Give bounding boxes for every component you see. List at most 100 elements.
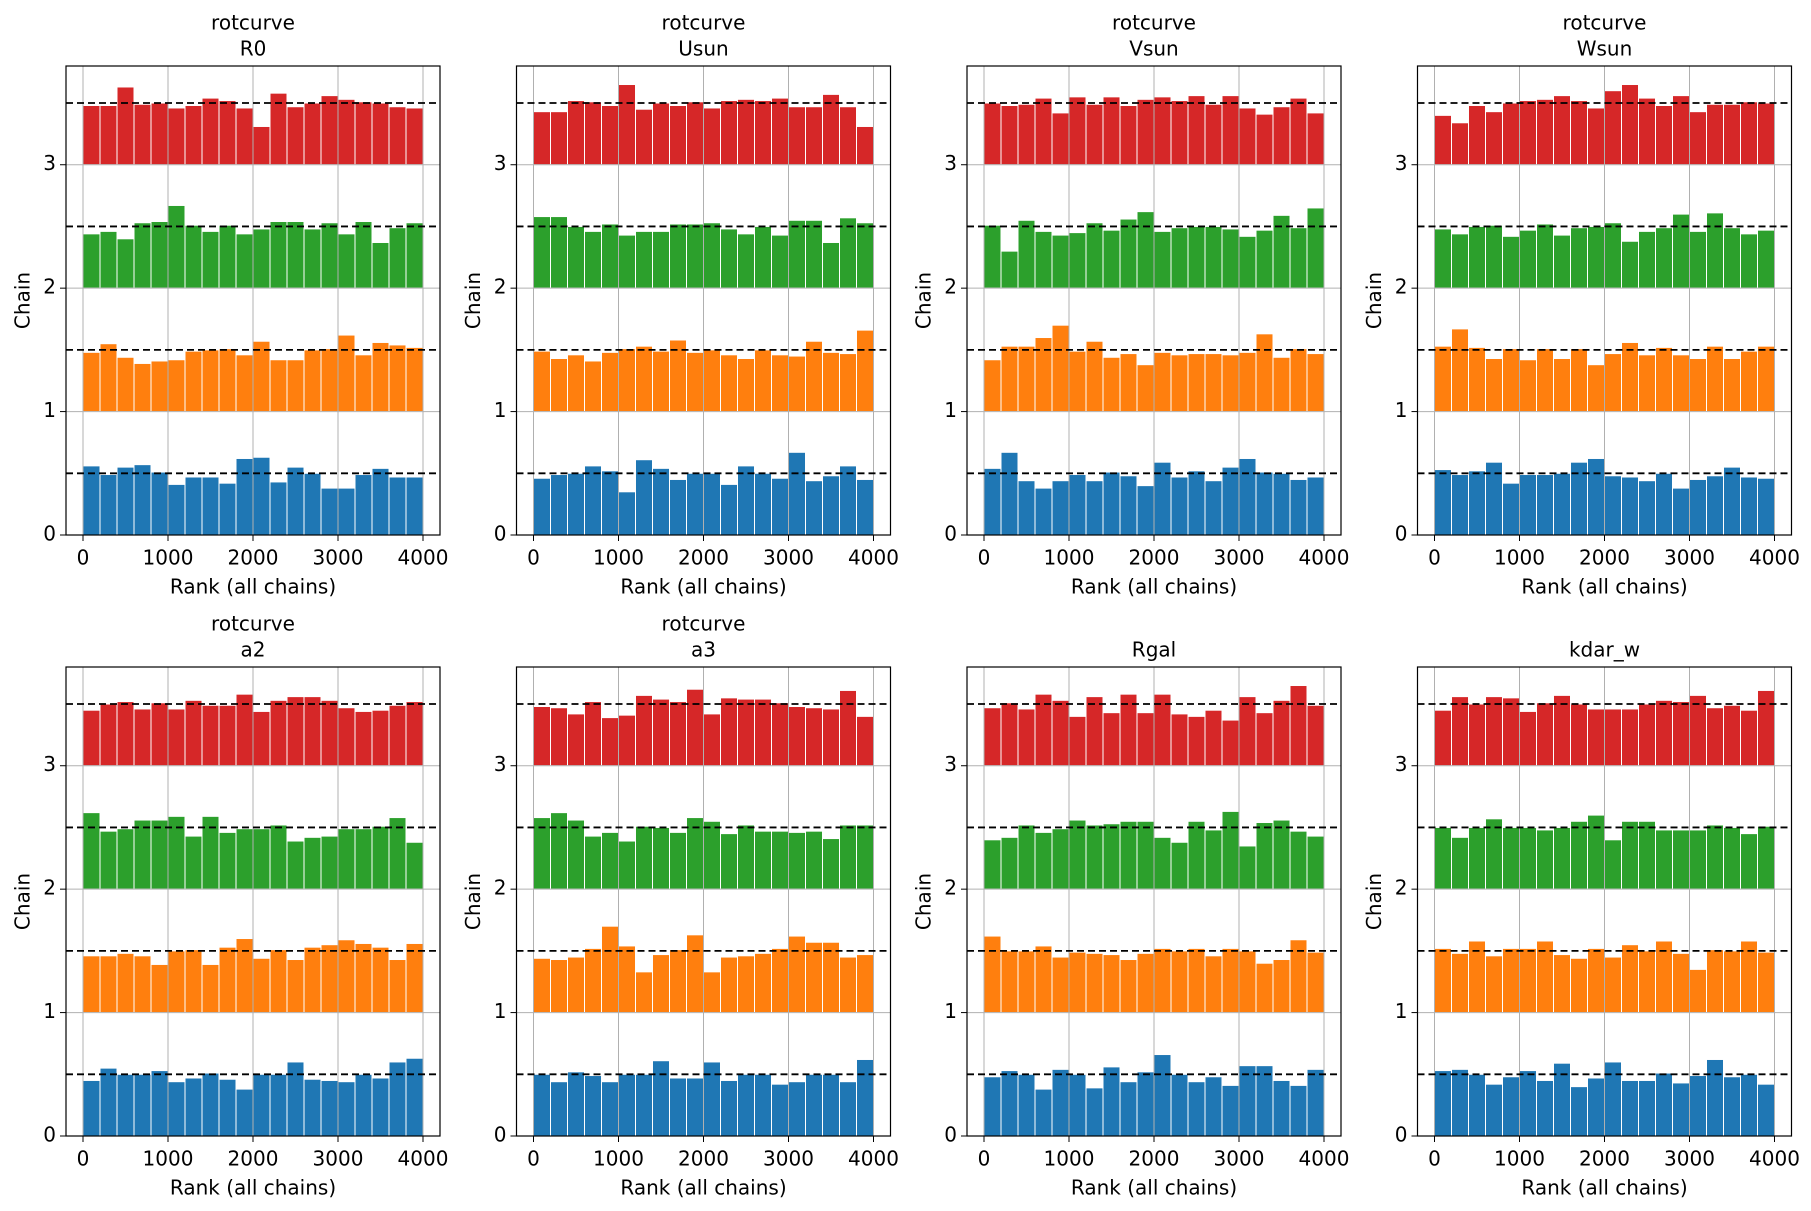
- bar: [150, 360, 169, 413]
- x-axis-label: Rank (all chains): [170, 1176, 336, 1200]
- bar: [1519, 710, 1537, 767]
- bar: [601, 1081, 619, 1137]
- bar: [133, 955, 152, 1014]
- bar: [1187, 353, 1206, 413]
- bar: [116, 952, 135, 1014]
- y-tick-label: 1: [494, 398, 507, 422]
- bar: [1570, 703, 1588, 767]
- bar: [1221, 1084, 1240, 1137]
- y-axis-label: Chain: [11, 272, 35, 329]
- bar: [856, 954, 874, 1014]
- bar: [1655, 346, 1673, 413]
- x-tick-label: 0: [1428, 1147, 1441, 1171]
- bar: [1672, 354, 1690, 413]
- y-tick-label: 3: [944, 151, 957, 175]
- bar: [388, 476, 407, 536]
- subplot: 0 1000 2000 3000 4000 0 1 2 3 kdar_w Rank (all cha…: [1362, 638, 1800, 1200]
- x-axis-label: Rank (all chains): [620, 1176, 786, 1200]
- bar: [1655, 829, 1673, 890]
- bar: [983, 935, 1002, 1014]
- bar: [652, 350, 670, 413]
- bar: [1238, 1065, 1257, 1137]
- bar: [1119, 1081, 1138, 1137]
- bar: [720, 956, 738, 1014]
- bar: [1689, 1075, 1707, 1137]
- bar: [1204, 955, 1223, 1014]
- bar: [1187, 225, 1206, 289]
- bar: [1451, 474, 1469, 536]
- bar: [82, 104, 101, 166]
- bar: [1519, 826, 1537, 890]
- bar: [1706, 475, 1724, 536]
- bar: [1468, 703, 1486, 767]
- bar: [1553, 694, 1571, 767]
- bar: [1706, 824, 1724, 890]
- x-tick-label: 1000: [593, 1147, 644, 1171]
- bar: [1519, 100, 1537, 166]
- bar: [1604, 475, 1622, 536]
- bar: [584, 230, 602, 289]
- bar: [1451, 233, 1469, 289]
- bar: [1485, 224, 1503, 289]
- y-axis-label: Chain: [912, 873, 936, 930]
- bar: [983, 707, 1002, 767]
- bar: [1221, 228, 1240, 289]
- bar: [1102, 471, 1121, 536]
- bar: [618, 84, 636, 166]
- bar: [286, 106, 305, 166]
- y-axis-label: Chain: [912, 272, 936, 329]
- y-tick-label: 3: [1395, 151, 1408, 175]
- bar: [337, 707, 356, 767]
- bar: [771, 354, 789, 413]
- x-axis-label: Rank (all chains): [1521, 575, 1687, 599]
- y-tick-label: 0: [43, 522, 56, 546]
- bar: [1136, 485, 1155, 536]
- bar: [737, 358, 755, 413]
- bar: [1170, 1073, 1189, 1137]
- bar: [1451, 836, 1469, 890]
- bar: [720, 100, 738, 166]
- bar: [601, 223, 619, 289]
- x-tick-label: 2000: [1579, 546, 1630, 570]
- axes-frame: [65, 65, 441, 536]
- bar: [320, 944, 339, 1014]
- bar: [1119, 353, 1138, 413]
- bar: [337, 828, 356, 890]
- bar: [1655, 1072, 1673, 1137]
- bar: [686, 101, 704, 166]
- bar: [533, 705, 551, 767]
- bar: [1434, 469, 1452, 536]
- bar: [856, 478, 874, 536]
- bar: [99, 343, 118, 413]
- bar: [686, 351, 704, 413]
- bar: [533, 111, 551, 166]
- bar: [584, 465, 602, 536]
- bar: [99, 230, 118, 289]
- bar: [635, 230, 653, 289]
- bar: [1187, 715, 1206, 767]
- bar: [1000, 950, 1019, 1014]
- bar: [235, 828, 254, 890]
- axes-frame: [515, 65, 892, 536]
- bar: [286, 221, 305, 289]
- bar: [337, 487, 356, 536]
- y-axis-label: Chain: [1362, 272, 1386, 329]
- bar: [1451, 1068, 1469, 1137]
- chart-title: rotcurve: [211, 11, 295, 35]
- bar: [839, 465, 857, 536]
- bar: [1221, 95, 1240, 166]
- bar: [737, 233, 755, 289]
- x-tick-label: 0: [527, 1147, 540, 1171]
- bar: [1136, 1071, 1155, 1137]
- bar: [754, 349, 772, 413]
- bar: [1204, 353, 1223, 413]
- bar: [1170, 841, 1189, 890]
- bar: [822, 93, 840, 166]
- y-tick-label: 0: [1395, 522, 1408, 546]
- bar: [720, 1079, 738, 1137]
- bar: [1034, 1088, 1053, 1137]
- x-tick-label: 0: [77, 1147, 90, 1171]
- x-tick-label: 3000: [1214, 546, 1265, 570]
- bar: [771, 702, 789, 767]
